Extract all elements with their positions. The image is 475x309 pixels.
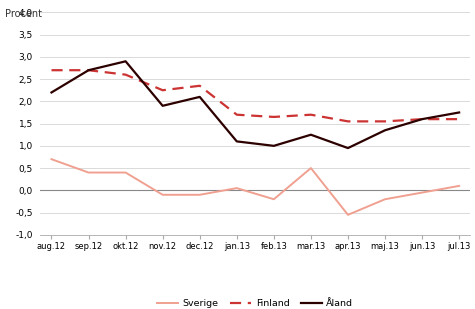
Åland: [345, 146, 351, 150]
Åland: [86, 68, 91, 72]
Sverige: [160, 193, 165, 197]
Åland: [234, 140, 239, 143]
Sverige: [271, 197, 277, 201]
Text: Procent: Procent: [5, 9, 42, 19]
Finland: [234, 113, 239, 116]
Sverige: [345, 213, 351, 217]
Finland: [456, 117, 462, 121]
Åland: [160, 104, 165, 108]
Sverige: [48, 157, 54, 161]
Line: Finland: Finland: [51, 70, 459, 121]
Sverige: [456, 184, 462, 188]
Finland: [345, 120, 351, 123]
Line: Sverige: Sverige: [51, 159, 459, 215]
Åland: [382, 129, 388, 132]
Åland: [123, 59, 128, 63]
Åland: [197, 95, 202, 99]
Åland: [456, 111, 462, 114]
Finland: [271, 115, 277, 119]
Åland: [48, 91, 54, 94]
Finland: [86, 68, 91, 72]
Åland: [271, 144, 277, 148]
Finland: [48, 68, 54, 72]
Sverige: [419, 191, 425, 194]
Sverige: [123, 171, 128, 174]
Finland: [123, 73, 128, 77]
Sverige: [86, 171, 91, 174]
Line: Åland: Åland: [51, 61, 459, 148]
Legend: Sverige, Finland, Åland: Sverige, Finland, Åland: [153, 295, 357, 309]
Åland: [308, 133, 314, 137]
Finland: [308, 113, 314, 116]
Finland: [382, 120, 388, 123]
Finland: [160, 88, 165, 92]
Sverige: [308, 166, 314, 170]
Finland: [419, 117, 425, 121]
Sverige: [197, 193, 202, 197]
Sverige: [382, 197, 388, 201]
Sverige: [234, 186, 239, 190]
Åland: [419, 117, 425, 121]
Finland: [197, 84, 202, 88]
